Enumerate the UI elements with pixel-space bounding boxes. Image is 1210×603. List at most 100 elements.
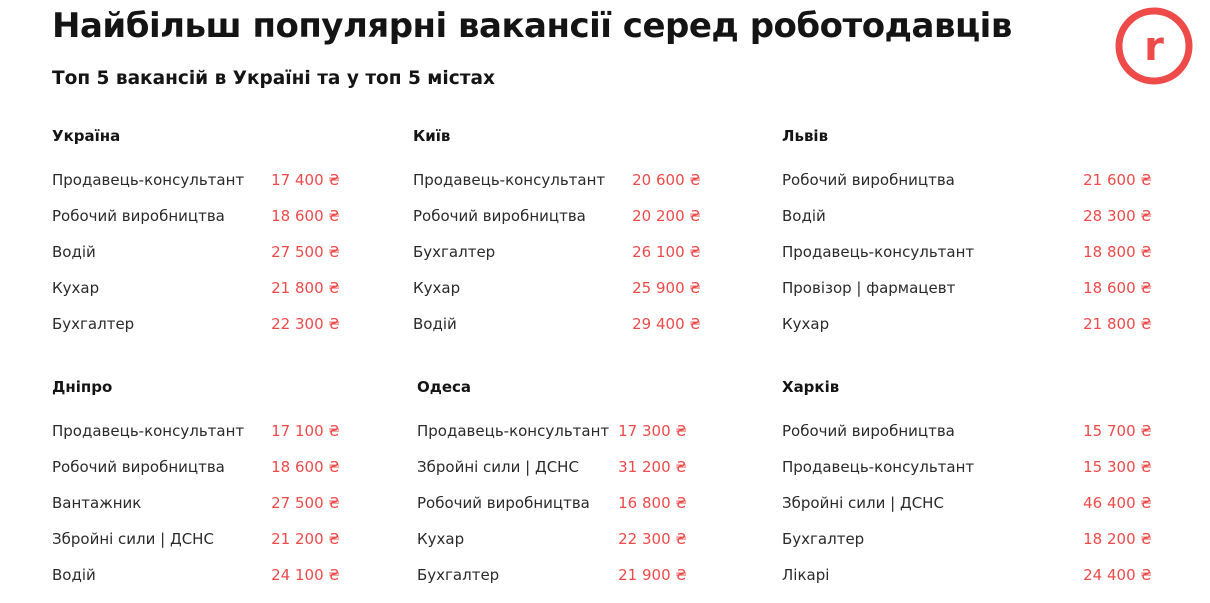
region-title: Львів (782, 127, 829, 145)
region-title: Київ (413, 127, 451, 145)
vacancy-name: Продавець-консультант (782, 243, 975, 261)
salary-value: 22 300 ₴ (271, 315, 340, 333)
vacancy-row: Робочий виробництва 20 200 ₴ (413, 198, 701, 234)
vacancy-name: Кухар (52, 279, 100, 297)
region-block-kyiv: Київ Продавець-консультант 20 600 ₴ Робоч… (413, 126, 701, 342)
vacancy-row: Збройні сили | ДСНС 31 200 ₴ (417, 449, 687, 485)
salary-value: 21 200 ₴ (271, 530, 340, 548)
region-block-lviv: Львів Робочий виробництва 21 600 ₴ Водій 2… (782, 126, 1152, 342)
vacancy-row: Продавець-консультант 15 300 ₴ (782, 449, 1152, 485)
salary-value: 24 100 ₴ (271, 566, 340, 584)
vacancy-name: Провізор | фармацевт (782, 279, 956, 297)
vacancy-name: Збройні сили | ДСНС (782, 494, 944, 512)
vacancy-name: Кухар (413, 279, 461, 297)
region-title: Дніпро (52, 378, 113, 396)
salary-value: 29 400 ₴ (632, 315, 701, 333)
salary-value: 25 900 ₴ (632, 279, 701, 297)
vacancy-row: Робочий виробництва 18 600 ₴ (52, 198, 340, 234)
vacancy-name: Збройні сили | ДСНС (417, 458, 579, 476)
salary-value: 20 200 ₴ (632, 207, 701, 225)
vacancy-row: Водій 24 100 ₴ (52, 557, 340, 593)
salary-value: 18 600 ₴ (271, 207, 340, 225)
vacancy-row: Робочий виробництва 18 600 ₴ (52, 449, 340, 485)
salary-value: 28 300 ₴ (1083, 207, 1152, 225)
salary-value: 27 500 ₴ (271, 494, 340, 512)
salary-value: 24 400 ₴ (1083, 566, 1152, 584)
vacancy-row: Продавець-консультант 17 400 ₴ (52, 162, 340, 198)
region-block-dnipro: Дніпро Продавець-консультант 17 100 ₴ Роб… (52, 377, 340, 593)
region-title: Україна (52, 127, 121, 145)
vacancy-name: Бухгалтер (417, 566, 500, 584)
salary-value: 21 900 ₴ (618, 566, 687, 584)
vacancy-name: Лікарі (782, 566, 830, 584)
vacancy-name: Кухар (417, 530, 465, 548)
vacancy-row: Водій 28 300 ₴ (782, 198, 1152, 234)
vacancy-row: Бухгалтер 26 100 ₴ (413, 234, 701, 270)
vacancy-name: Робочий виробництва (417, 494, 590, 512)
vacancy-name: Робочий виробництва (782, 171, 955, 189)
vacancy-row: Робочий виробництва 21 600 ₴ (782, 162, 1152, 198)
vacancy-name: Робочий виробництва (413, 207, 586, 225)
brand-logo-letter: r (1144, 24, 1164, 70)
page-subtitle: Топ 5 вакансій в Україні та у топ 5 міст… (52, 68, 495, 89)
page-title: Найбільш популярні вакансії серед робото… (52, 6, 1012, 46)
brand-logo: r (1115, 7, 1193, 85)
salary-value: 15 700 ₴ (1083, 422, 1152, 440)
salary-value: 17 300 ₴ (618, 422, 687, 440)
salary-value: 16 800 ₴ (618, 494, 687, 512)
vacancy-name: Бухгалтер (52, 315, 135, 333)
vacancy-row: Продавець-консультант 17 100 ₴ (52, 413, 340, 449)
salary-value: 21 800 ₴ (271, 279, 340, 297)
vacancy-row: Бухгалтер 18 200 ₴ (782, 521, 1152, 557)
vacancy-row: Кухар 21 800 ₴ (52, 270, 340, 306)
salary-value: 21 800 ₴ (1083, 315, 1152, 333)
vacancy-row: Продавець-консультант 17 300 ₴ (417, 413, 687, 449)
vacancy-name: Продавець-консультант (52, 171, 245, 189)
vacancy-row: Водій 29 400 ₴ (413, 306, 701, 342)
region-block-ukraine: Україна Продавець-консультант 17 400 ₴ Ро… (52, 126, 340, 342)
vacancy-row: Робочий виробництва 15 700 ₴ (782, 413, 1152, 449)
salary-value: 18 600 ₴ (271, 458, 340, 476)
vacancy-row: Робочий виробництва 16 800 ₴ (417, 485, 687, 521)
vacancy-row: Вантажник 27 500 ₴ (52, 485, 340, 521)
vacancy-name: Водій (782, 207, 826, 225)
vacancy-row: Провізор | фармацевт 18 600 ₴ (782, 270, 1152, 306)
vacancy-name: Робочий виробництва (52, 207, 225, 225)
salary-value: 17 100 ₴ (271, 422, 340, 440)
vacancy-name: Вантажник (52, 494, 142, 512)
vacancy-row: Кухар 21 800 ₴ (782, 306, 1152, 342)
vacancy-name: Продавець-консультант (782, 458, 975, 476)
vacancy-name: Кухар (782, 315, 830, 333)
salary-value: 20 600 ₴ (632, 171, 701, 189)
salary-value: 22 300 ₴ (618, 530, 687, 548)
vacancy-name: Продавець-консультант (417, 422, 610, 440)
salary-value: 15 300 ₴ (1083, 458, 1152, 476)
region-block-kharkiv: Харків Робочий виробництва 15 700 ₴ Прода… (782, 377, 1152, 593)
region-title: Одеса (417, 378, 472, 396)
vacancy-row: Бухгалтер 22 300 ₴ (52, 306, 340, 342)
vacancy-row: Продавець-консультант 20 600 ₴ (413, 162, 701, 198)
vacancy-row: Лікарі 24 400 ₴ (782, 557, 1152, 593)
vacancy-name: Робочий виробництва (52, 458, 225, 476)
vacancy-row: Продавець-консультант 18 800 ₴ (782, 234, 1152, 270)
vacancy-name: Продавець-консультант (52, 422, 245, 440)
vacancy-name: Водій (52, 243, 96, 261)
vacancy-row: Збройні сили | ДСНС 46 400 ₴ (782, 485, 1152, 521)
vacancy-row: Кухар 22 300 ₴ (417, 521, 687, 557)
region-block-odesa: Одеса Продавець-консультант 17 300 ₴ Збро… (417, 377, 687, 593)
vacancy-name: Продавець-консультант (413, 171, 606, 189)
salary-value: 46 400 ₴ (1083, 494, 1152, 512)
vacancy-row: Водій 27 500 ₴ (52, 234, 340, 270)
vacancy-name: Збройні сили | ДСНС (52, 530, 214, 548)
vacancy-row: Бухгалтер 21 900 ₴ (417, 557, 687, 593)
vacancy-name: Бухгалтер (413, 243, 496, 261)
salary-value: 18 200 ₴ (1083, 530, 1152, 548)
salary-value: 18 800 ₴ (1083, 243, 1152, 261)
vacancy-name: Водій (52, 566, 96, 584)
salary-value: 18 600 ₴ (1083, 279, 1152, 297)
vacancy-name: Робочий виробництва (782, 422, 955, 440)
salary-value: 31 200 ₴ (618, 458, 687, 476)
vacancy-name: Бухгалтер (782, 530, 865, 548)
salary-value: 17 400 ₴ (271, 171, 340, 189)
vacancy-row: Кухар 25 900 ₴ (413, 270, 701, 306)
